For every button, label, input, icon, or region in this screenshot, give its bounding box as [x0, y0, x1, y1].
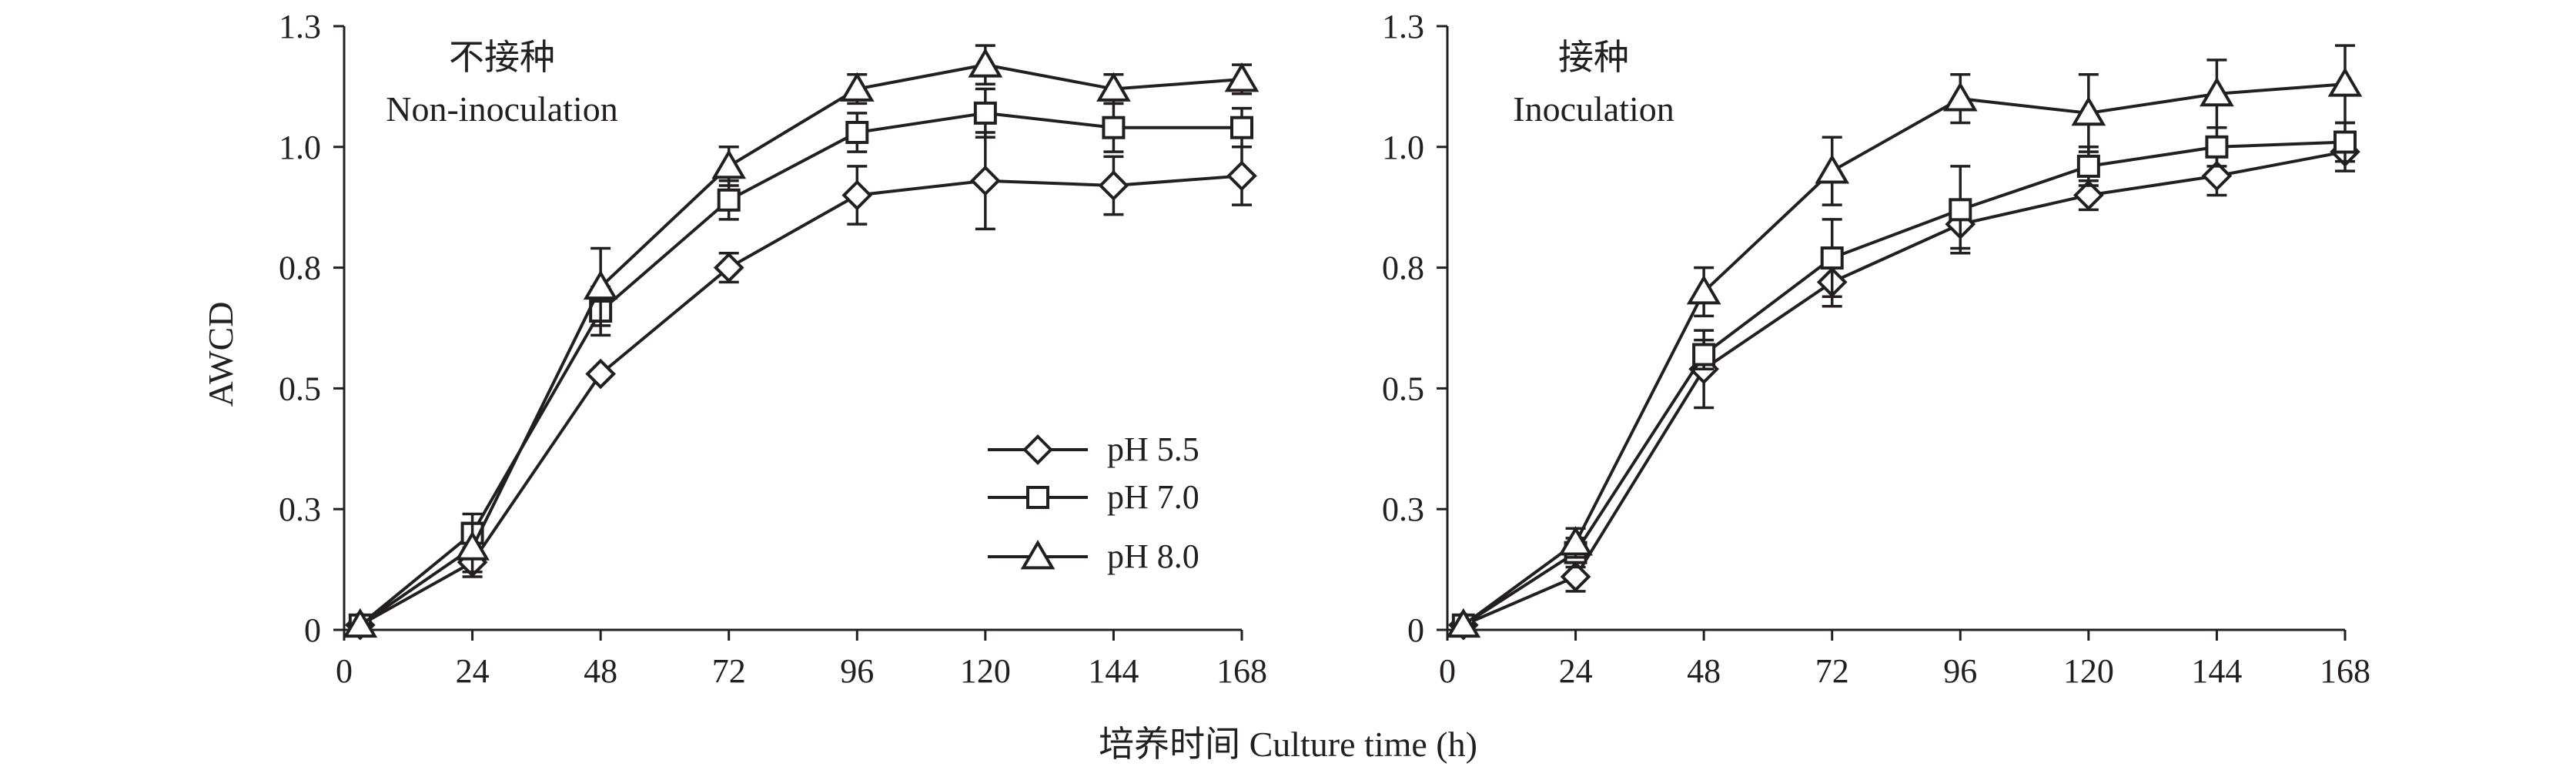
- data-point-ph80: [343, 608, 378, 638]
- data-point-ph70: [1949, 198, 1972, 222]
- data-point-ph70: [1820, 246, 1844, 270]
- data-point-ph70: [2205, 135, 2229, 159]
- data-point-ph80: [583, 270, 618, 300]
- x-tick-label: 48: [1687, 652, 1721, 690]
- data-point-ph80: [1942, 82, 1978, 112]
- data-point-ph55: [2073, 179, 2104, 211]
- y-tick-label: 1.0: [1382, 129, 1424, 166]
- data-point-ph80: [1686, 274, 1721, 305]
- legend-marker-triangle: [1020, 540, 1055, 570]
- x-tick-label: 120: [960, 652, 1011, 690]
- data-point-ph80: [1558, 526, 1593, 556]
- data-point-ph80: [1446, 608, 1481, 638]
- y-tick-label: 1.3: [1382, 8, 1424, 45]
- series-line-ph55: [359, 174, 1243, 627]
- x-tick-label: 144: [1088, 652, 1139, 690]
- series-line-ph80: [1462, 82, 2346, 627]
- data-point-ph70: [717, 188, 741, 212]
- x-tick-label: 24: [456, 652, 490, 690]
- data-point-ph70: [973, 101, 997, 125]
- data-point-ph70: [2333, 130, 2357, 154]
- x-axis-label: 培养时间 Culture time (h): [1099, 725, 1477, 764]
- y-tick-label: 1.0: [279, 129, 321, 166]
- data-point-ph70: [845, 120, 869, 144]
- x-tick-label: 168: [1216, 652, 1267, 690]
- y-tick-label: 0.8: [279, 249, 321, 287]
- x-tick-label: 96: [1943, 652, 1977, 690]
- data-point-ph80: [2071, 95, 2106, 126]
- data-point-ph80: [968, 48, 1003, 78]
- data-point-ph55: [841, 179, 873, 211]
- y-tick-label: 0.3: [1382, 490, 1424, 528]
- x-tick-label: 0: [336, 652, 353, 690]
- data-point-ph70: [2076, 154, 2100, 178]
- data-point-ph80: [1815, 154, 1850, 184]
- legend-marker-square: [1026, 486, 1049, 509]
- legend: pH 5.5 pH 7.0 pH 8.0: [988, 430, 1199, 575]
- y-tick-label: 0.5: [279, 370, 321, 407]
- annotation-non-inoculation-en: Non-inoculation: [386, 89, 618, 129]
- y-tick-label: 0.8: [1382, 249, 1424, 287]
- x-tick-label: 120: [2063, 652, 2114, 690]
- chart-panel-inoculation: 0 0.3 0.5 0.8 1.0 1.3 0 24 48 72 96 120 144 168: [1382, 8, 2370, 690]
- chart-panel-non-inoculation: 0 0.3 0.5 0.8 1.0 1.3 0 24 48 72 96 120 144 168: [279, 8, 1267, 690]
- y-tick-label: 0: [1407, 611, 1424, 649]
- series-line-ph80: [359, 63, 1243, 627]
- y-axis-label: AWCD: [201, 302, 240, 407]
- x-tick-label: 48: [584, 652, 617, 690]
- annotation-non-inoculation-cn: 不接种: [449, 38, 555, 77]
- x-tick-label: 144: [2191, 652, 2242, 690]
- legend-label-ph70: pH 7.0: [1107, 478, 1199, 516]
- data-point-ph55: [1098, 170, 1129, 201]
- series-line-ph55: [1463, 150, 2346, 627]
- data-point-ph55: [2201, 160, 2233, 192]
- y-tick-label: 0: [304, 611, 321, 649]
- data-point-ph55: [585, 358, 616, 390]
- x-tick-label: 72: [712, 652, 746, 690]
- x-tick-label: 168: [2320, 652, 2370, 690]
- series-line-ph70: [359, 111, 1242, 627]
- data-point-ph80: [455, 531, 490, 561]
- data-point-ph55: [1560, 561, 1591, 592]
- data-point-ph80: [839, 72, 875, 102]
- legend-label-ph80: pH 8.0: [1107, 537, 1199, 575]
- x-tick-label: 72: [1815, 652, 1849, 690]
- data-point-ph80: [711, 149, 747, 179]
- x-tick-label: 0: [1439, 652, 1456, 690]
- data-point-ph70: [1230, 116, 1253, 139]
- data-point-ph80: [1096, 72, 1131, 102]
- annotation-inoculation-cn: 接种: [1558, 38, 1629, 77]
- data-point-ph70: [1102, 116, 1126, 139]
- data-point-ph70: [1692, 343, 1716, 367]
- y-tick-label: 0.5: [1382, 370, 1424, 407]
- data-point-ph55: [1226, 160, 1257, 192]
- annotation-inoculation-en: Inoculation: [1513, 89, 1674, 129]
- x-tick-label: 24: [1559, 652, 1593, 690]
- legend-marker-diamond: [1022, 434, 1053, 465]
- data-point-ph80: [2327, 67, 2363, 97]
- data-point-ph80: [1224, 62, 1260, 92]
- series-line-ph70: [1462, 140, 2346, 627]
- y-tick-label: 0.3: [279, 490, 321, 528]
- data-point-ph80: [2200, 76, 2234, 107]
- y-tick-label: 1.3: [279, 8, 321, 45]
- x-tick-label: 96: [840, 652, 874, 690]
- legend-label-ph55: pH 5.5: [1107, 430, 1199, 468]
- data-point-ph55: [970, 165, 1001, 196]
- data-point-ph55: [713, 252, 744, 283]
